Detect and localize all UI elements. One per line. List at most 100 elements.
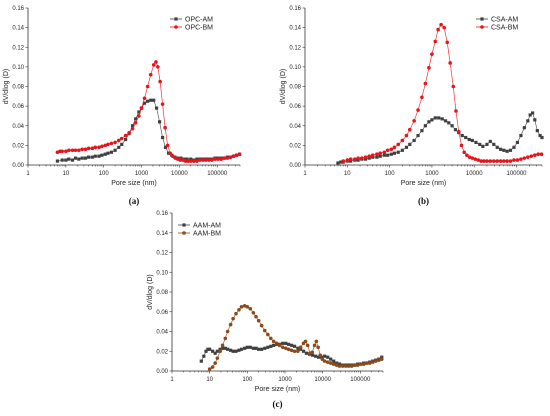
data-point (412, 138, 416, 143)
data-point (97, 154, 101, 158)
data-point (349, 364, 354, 368)
data-point (373, 359, 378, 363)
data-point (186, 159, 190, 163)
data-point (356, 156, 360, 160)
data-point (106, 142, 110, 147)
data-point (332, 359, 336, 363)
legend-swatch-marker (480, 25, 484, 29)
data-point (142, 96, 147, 101)
data-point (178, 158, 183, 162)
data-point (90, 146, 95, 151)
data-point (473, 157, 478, 161)
data-point (540, 135, 544, 140)
data-point (201, 158, 205, 162)
data-point (157, 120, 162, 124)
data-point (526, 119, 530, 123)
y-tick-label: 0.02 (289, 143, 301, 149)
data-point (73, 148, 78, 153)
data-point (356, 158, 360, 162)
data-point (464, 135, 468, 140)
data-point (423, 81, 428, 86)
data-point (459, 143, 464, 148)
data-point (195, 157, 199, 161)
data-point (234, 311, 238, 316)
data-point (400, 138, 405, 143)
data-point (134, 117, 138, 121)
data-point (67, 157, 71, 161)
x-tick-label: 10000 (314, 377, 331, 383)
data-point (225, 156, 230, 160)
data-point (456, 129, 461, 134)
data-point (420, 95, 424, 100)
data-point (120, 142, 124, 146)
data-point (352, 363, 357, 367)
data-point (223, 346, 227, 350)
data-point (223, 336, 228, 341)
data-point (93, 145, 98, 150)
y-tick-label: 0.14 (156, 231, 168, 237)
data-point (433, 39, 438, 44)
data-point (70, 158, 75, 162)
data-point (103, 152, 107, 156)
series-aam-am (199, 341, 384, 367)
data-point (337, 362, 342, 366)
x-tick-label: 1000 (135, 171, 149, 177)
data-point (519, 157, 523, 161)
data-point (322, 359, 327, 363)
data-point (343, 364, 348, 368)
y-tick-label: 0.00 (156, 369, 168, 375)
y-tick-label: 0.10 (289, 65, 301, 71)
data-point (280, 345, 285, 350)
data-point (498, 159, 503, 163)
data-point (116, 138, 121, 143)
chart-panel-2: 0.00 0.02 0.04 0.06 0.08 0.10 0.12 0.14 0.16 1 10 1… (280, 6, 544, 206)
y-tick-label: 0.10 (12, 65, 24, 71)
data-point (501, 159, 506, 163)
y-axis-title: dV/dlog (D) (147, 274, 154, 309)
data-point (183, 159, 188, 163)
data-point (379, 357, 384, 361)
data-point (263, 346, 267, 350)
data-point (260, 347, 264, 351)
data-point (323, 354, 327, 358)
data-point (207, 367, 212, 371)
data-point (335, 361, 339, 365)
data-point (538, 133, 542, 138)
data-point (470, 138, 474, 143)
data-point (266, 332, 270, 337)
data-point (286, 347, 291, 352)
legend-label: CSA-AM (491, 17, 518, 24)
data-point (133, 121, 138, 125)
legend-label: AAM-AM (193, 223, 221, 230)
data-point (202, 354, 206, 358)
data-point (127, 130, 131, 135)
data-point (239, 347, 244, 351)
data-point (64, 158, 68, 162)
data-point (199, 359, 203, 363)
x-axis-title: Pore size (nm) (401, 180, 447, 187)
data-point (407, 127, 412, 132)
data-point (361, 362, 366, 366)
data-point (355, 363, 360, 367)
series-line (343, 24, 542, 162)
data-point (254, 314, 258, 319)
data-point (522, 156, 527, 160)
y-tick-label: 0.08 (156, 290, 168, 296)
x-tick-label: 10 (344, 171, 351, 177)
data-point (262, 328, 267, 333)
data-point (215, 349, 219, 353)
data-point (488, 139, 492, 144)
data-point (433, 116, 437, 120)
y-tick-label: 0.12 (289, 45, 301, 51)
y-tick-label: 0.14 (289, 26, 301, 32)
data-point (185, 157, 189, 161)
x-tick-label: 1 (303, 171, 307, 177)
data-point (106, 151, 110, 155)
data-point (222, 156, 227, 160)
data-point (234, 349, 238, 353)
data-point (220, 343, 225, 348)
data-point (168, 151, 172, 156)
y-tick-label: 0.14 (12, 26, 24, 32)
data-point (293, 344, 297, 348)
data-point (533, 118, 537, 122)
